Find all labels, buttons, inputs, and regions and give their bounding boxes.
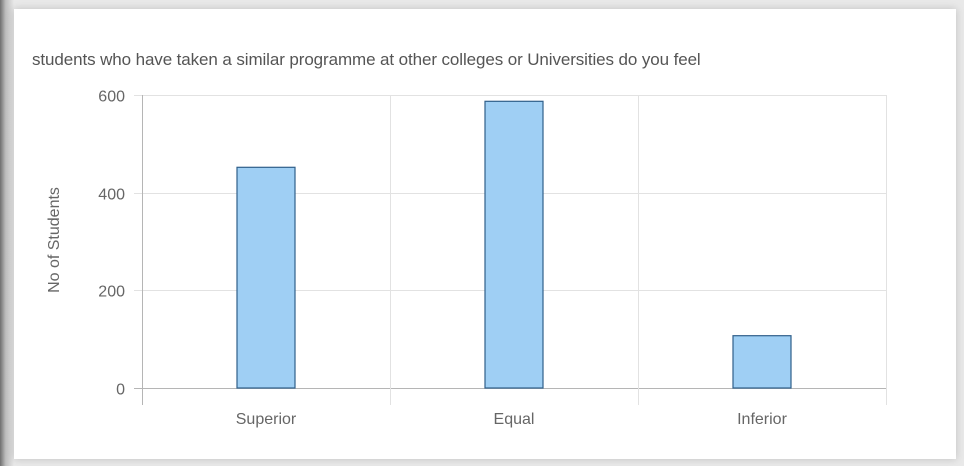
bars-layer xyxy=(236,100,792,389)
x-tick-label-inferior: Inferior xyxy=(737,411,787,428)
bar-equal xyxy=(484,100,544,389)
ticks-layer: 0 200 400 600 Superior Equal Inferior xyxy=(98,89,787,429)
y-tick-label: 200 xyxy=(98,284,125,301)
x-tick-label-equal: Equal xyxy=(494,411,535,428)
chart-title: students who have taken a similar progra… xyxy=(32,50,701,69)
y-tick-label: 0 xyxy=(116,382,125,399)
y-tick-label: 400 xyxy=(98,187,125,204)
y-axis-title: No of Students xyxy=(46,187,63,293)
y-tick-label: 600 xyxy=(98,89,125,106)
x-tick-label-superior: Superior xyxy=(236,411,297,428)
bar-inferior xyxy=(732,335,792,389)
window-edge xyxy=(0,0,14,466)
bar-superior xyxy=(236,166,296,389)
